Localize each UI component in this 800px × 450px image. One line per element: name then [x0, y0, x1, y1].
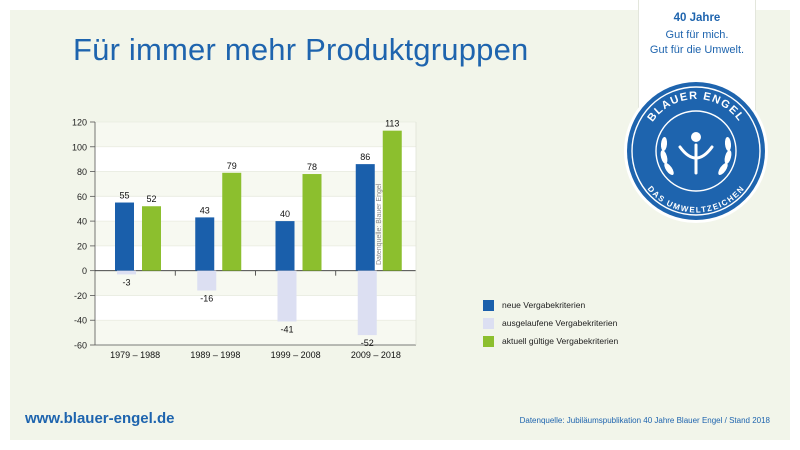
y-tick-label: 80: [77, 167, 87, 177]
legend-item: ausgelaufene Vergabekriterien: [483, 314, 618, 332]
y-tick-label: 100: [72, 142, 87, 152]
data-label: -41: [280, 324, 293, 334]
x-tick-label: 1999 – 2008: [271, 350, 321, 360]
data-label: -52: [361, 338, 374, 348]
legend-swatch: [483, 335, 494, 347]
badge-slogan-line2: Gut für die Umwelt.: [649, 44, 745, 56]
grid-band: [95, 122, 416, 147]
x-tick-label: 1989 – 1998: [190, 350, 240, 360]
y-tick-label: 60: [77, 192, 87, 202]
badge-years: 40 Jahre: [673, 12, 721, 24]
bar-aktuell: [142, 206, 161, 271]
legend-item: aktuell gültige Vergabekriterien: [483, 332, 618, 350]
y-tick-label: 0: [82, 266, 87, 276]
y-tick-label: -60: [74, 341, 87, 351]
bar-ausgelaufene: [117, 270, 136, 275]
bar-neue: [275, 221, 295, 271]
badge-slogan-line1: Gut für mich.: [665, 29, 729, 41]
y-tick-label: 120: [72, 118, 87, 128]
data-label: 79: [227, 161, 237, 171]
bar-aktuell: [222, 172, 242, 271]
bar-aktuell: [302, 174, 322, 271]
data-label: 113: [385, 119, 399, 129]
legend-swatch: [483, 317, 494, 329]
x-tick-label: 2009 – 2018: [351, 350, 401, 360]
bar-aktuell: [382, 130, 402, 271]
data-label: 78: [307, 162, 317, 172]
legend-label: aktuell gültige Vergabekriterien: [502, 336, 619, 346]
data-label: 55: [119, 191, 129, 201]
legend-item: neue Vergabekriterien: [483, 296, 618, 314]
legend-label: ausgelaufene Vergabekriterien: [502, 318, 618, 328]
bar-neue: [115, 202, 134, 271]
bar-neue: [195, 217, 215, 271]
data-label: -16: [200, 293, 213, 303]
y-tick-label: 40: [77, 217, 87, 227]
y-tick-label: 20: [77, 241, 87, 251]
chart-legend: neue Vergabekriterien ausgelaufene Vergab…: [483, 296, 618, 350]
bar-ausgelaufene: [277, 270, 297, 322]
blauer-engel-seal-icon: BLAUER ENGEL DAS UMWELTZEICHEN: [624, 79, 768, 223]
side-source-note: Datenquelle: Blauer Engel: [376, 183, 383, 265]
legend-label: neue Vergabekriterien: [502, 300, 586, 310]
data-label: -3: [122, 277, 130, 287]
x-tick-label: 1979 – 1988: [110, 350, 160, 360]
data-label: 52: [146, 194, 156, 204]
bar-ausgelaufene: [357, 270, 377, 336]
data-label: 86: [360, 152, 370, 162]
page-title: Für immer mehr Produktgruppen: [73, 32, 529, 67]
legend-swatch: [483, 299, 494, 311]
bar-ausgelaufene: [197, 270, 217, 291]
data-label: 40: [280, 209, 290, 219]
website-link[interactable]: www.blauer-engel.de: [25, 410, 175, 427]
footer-source-note: Datenquelle: Jubiläumspublikation 40 Jah…: [519, 416, 770, 425]
y-tick-label: -40: [74, 316, 87, 326]
data-label: 43: [200, 205, 210, 215]
y-tick-label: -20: [74, 291, 87, 301]
bar-neue: [355, 164, 375, 271]
